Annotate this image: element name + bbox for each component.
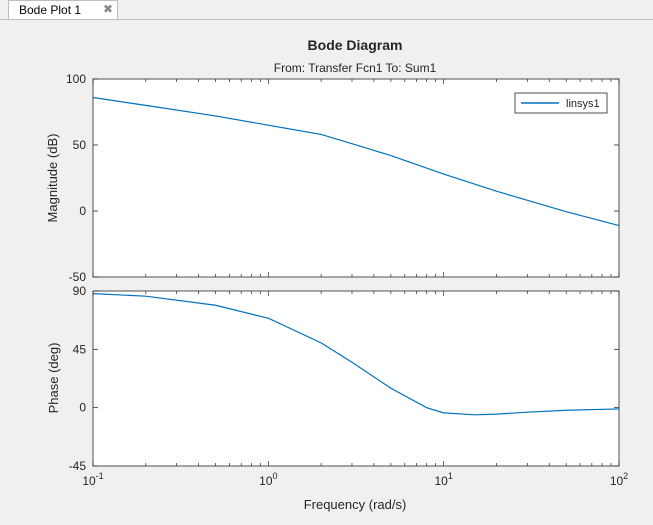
bode-chart: Bode Diagram From: Transfer Fcn1 To: Sum… (45, 37, 628, 512)
phase-ytick-label: 90 (73, 284, 87, 298)
x-tick-base: 10 (434, 474, 448, 488)
phase-ytick-label: 45 (73, 342, 87, 356)
phase-yticks: 90 45 0 -45 (69, 284, 620, 473)
magnitude-series-line (92, 96, 620, 227)
figure-area: Bode Diagram From: Transfer Fcn1 To: Sum… (0, 20, 653, 525)
phase-ylabel: Phase (deg) (46, 343, 61, 414)
chart-subtitle: From: Transfer Fcn1 To: Sum1 (274, 61, 437, 75)
close-icon[interactable]: ✖ (103, 2, 114, 16)
x-tick-base: 10 (259, 474, 273, 488)
phase-ytick-label: -45 (69, 459, 87, 473)
tab-bode-plot-1[interactable]: Bode Plot 1 ✖ (8, 0, 118, 19)
magnitude-ytick-label: -50 (69, 270, 87, 284)
x-tick-label: 102 (610, 471, 628, 488)
phase-series-line (92, 292, 620, 416)
tab-label: Bode Plot 1 (19, 3, 82, 17)
phase-axes[interactable] (92, 290, 620, 467)
magnitude-ytick-label: 100 (66, 72, 86, 86)
x-tick-label: 100 (259, 471, 277, 488)
x-tick-label: 101 (434, 471, 452, 488)
chart-title: Bode Diagram (308, 37, 403, 53)
tab-strip: Bode Plot 1 ✖ (0, 0, 653, 20)
x-tick-base: 10 (82, 474, 96, 488)
x-tick-exponent: 2 (623, 471, 628, 481)
phase-ytick-label: 0 (79, 401, 86, 415)
x-axis-label: Frequency (rad/s) (304, 497, 407, 512)
x-axis-ticks: 10-1 100 101 102 (82, 471, 628, 488)
x-tick-exponent: 0 (273, 471, 278, 481)
x-tick-exponent: -1 (96, 471, 104, 481)
legend[interactable]: linsys1 (514, 92, 608, 114)
magnitude-ylabel: Magnitude (dB) (45, 134, 60, 223)
x-tick-exponent: 1 (448, 471, 453, 481)
magnitude-ytick-label: 0 (79, 204, 86, 218)
magnitude-ytick-label: 50 (73, 138, 87, 152)
x-tick-label: 10-1 (82, 471, 103, 488)
x-tick-base: 10 (610, 474, 624, 488)
legend-entry: linsys1 (566, 98, 600, 110)
magnitude-yticks: 100 50 0 -50 (66, 72, 620, 284)
